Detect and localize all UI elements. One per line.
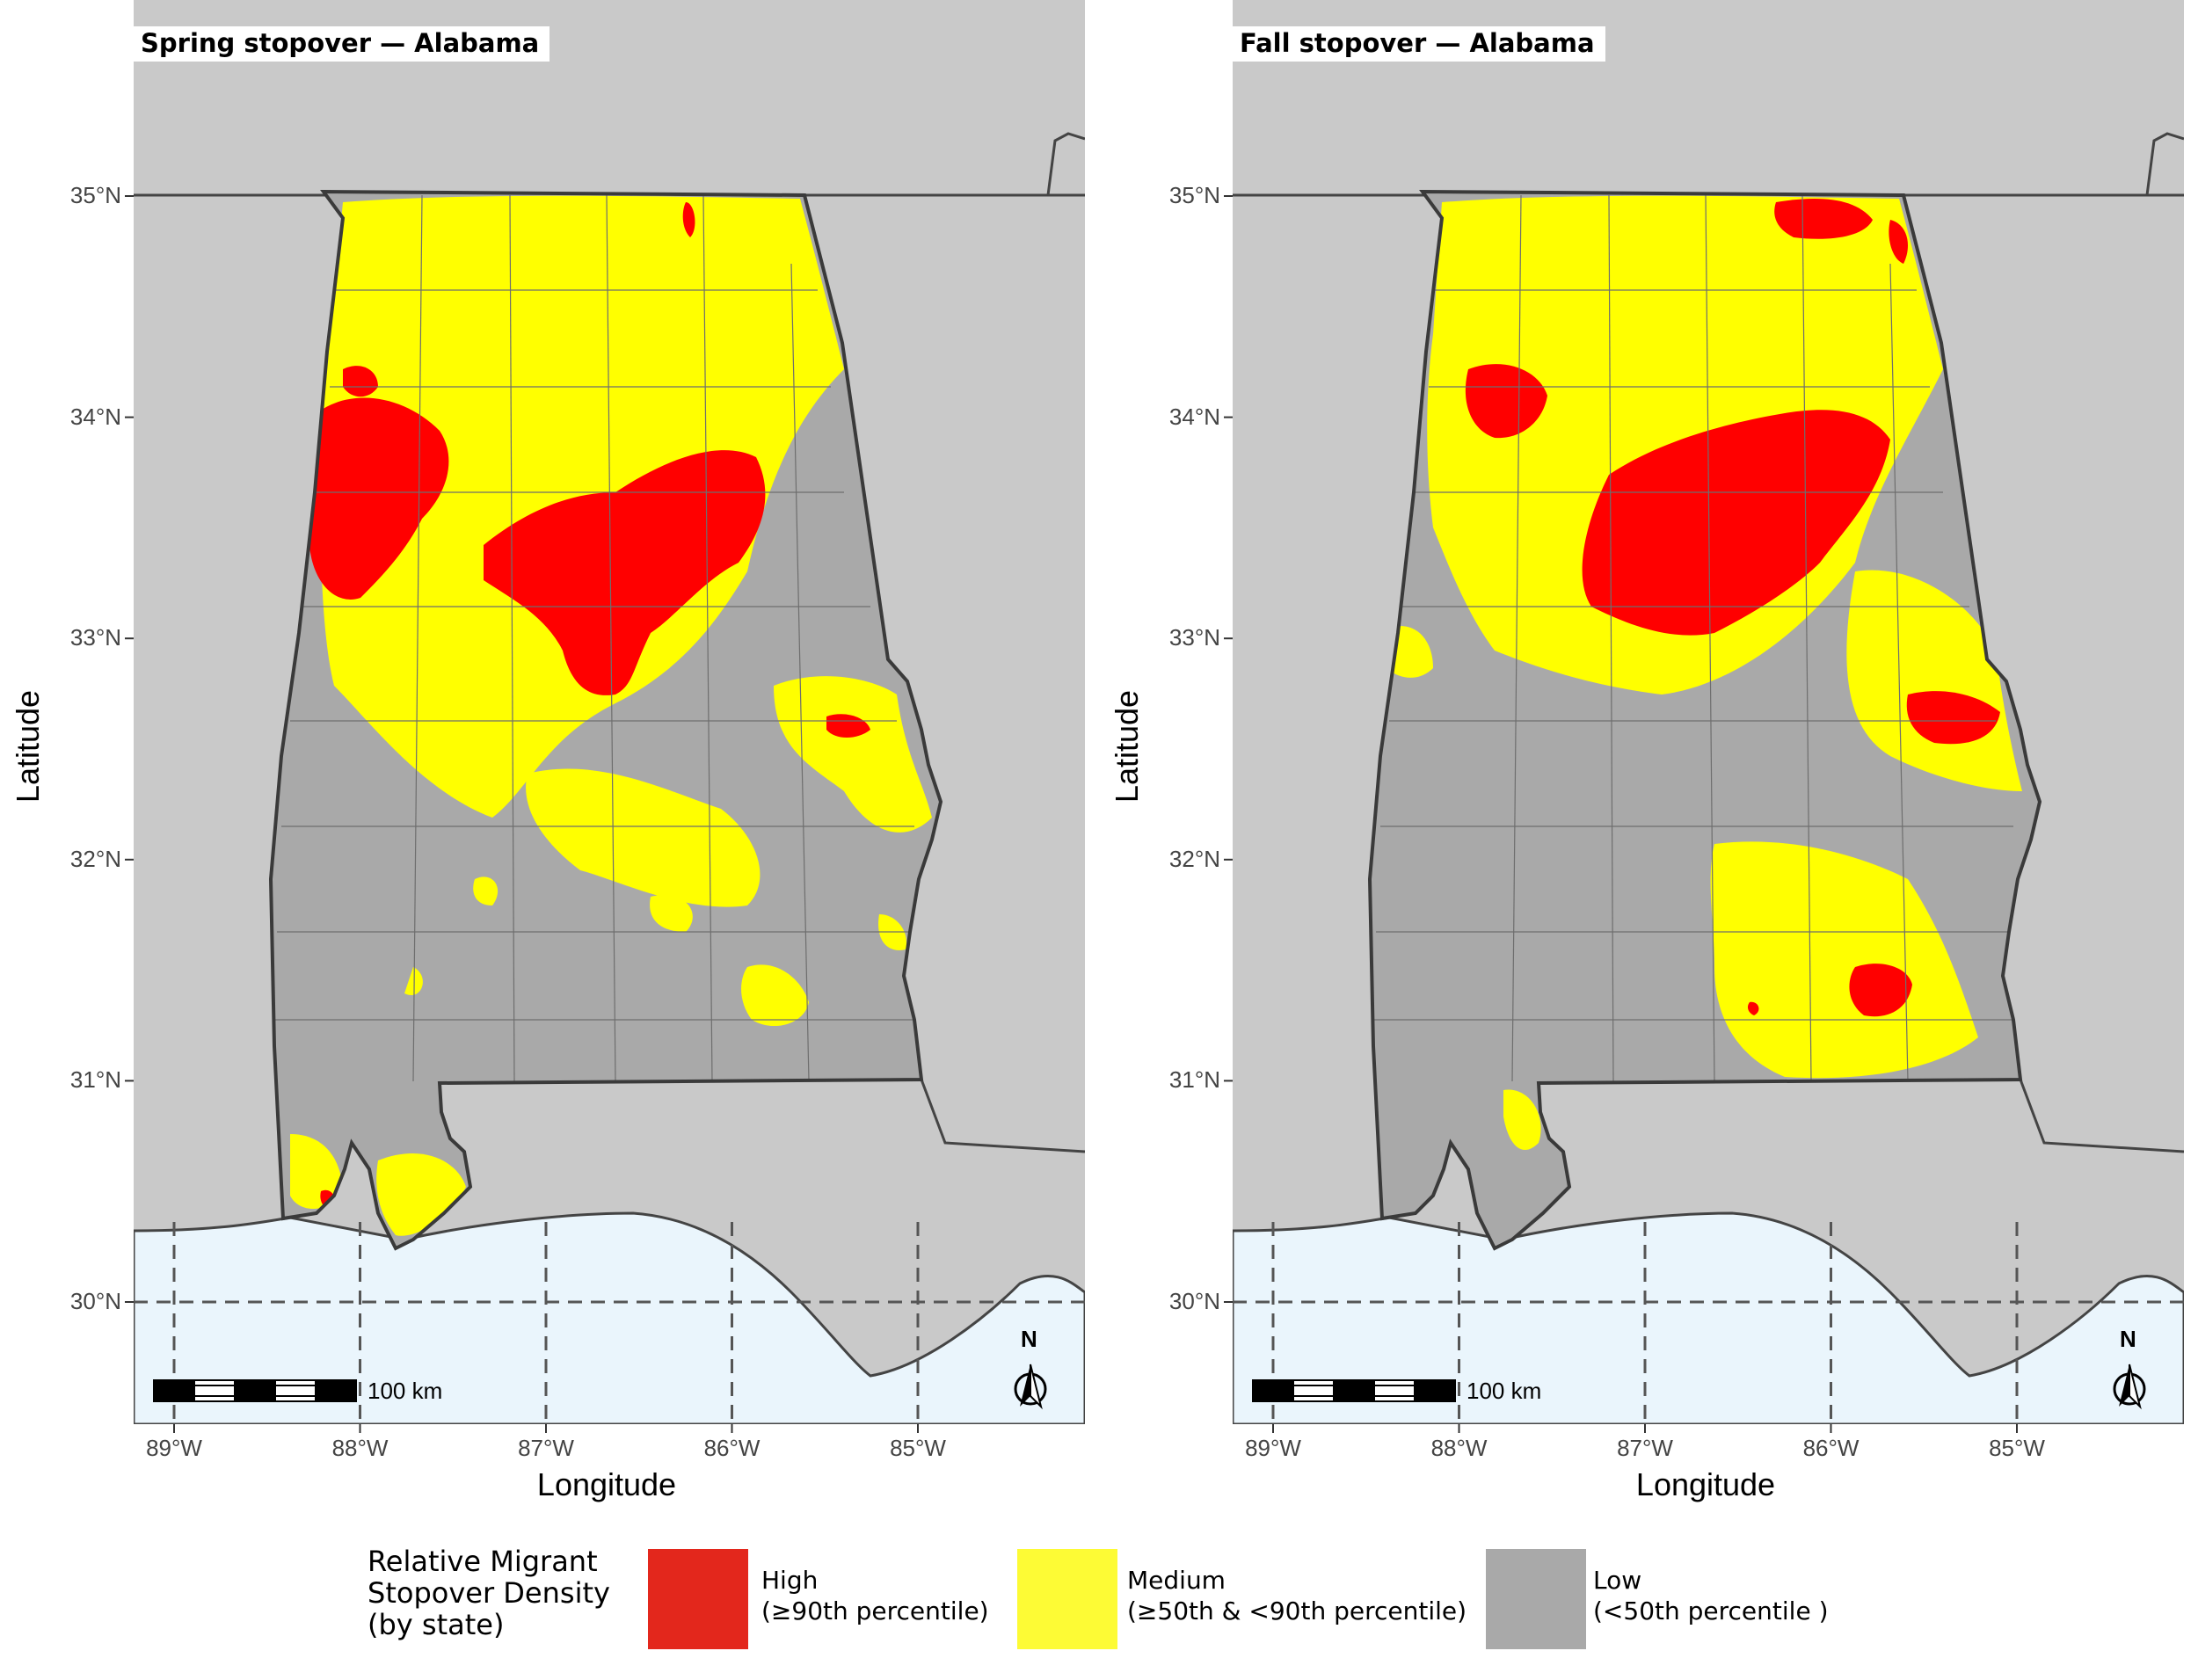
high-density-area (1582, 410, 1890, 636)
high-density-area (1906, 691, 2000, 745)
high-density-area (1849, 964, 1912, 1017)
y-tick-label: 35°N (1168, 182, 1220, 208)
legend-label-high: High (≥90th percentile) (761, 1565, 989, 1626)
x-tick-label: 88°W (1430, 1435, 1488, 1461)
scale-bar (1252, 1379, 1456, 1402)
medium-density-area (1503, 1089, 1541, 1151)
y-tick-label: 30°N (1168, 1288, 1220, 1314)
legend-swatch-low (1486, 1549, 1586, 1649)
high-density-area (343, 366, 378, 397)
high-density-area (484, 450, 766, 695)
north-arrow-icon (2113, 1364, 2146, 1410)
county-line (1608, 194, 1614, 1082)
y-tick-label: 34°N (69, 403, 121, 430)
legend-high-detail: (≥90th percentile) (761, 1596, 989, 1625)
y-tick-label: 31°N (69, 1066, 121, 1094)
y-tick-label: 32°N (1168, 845, 1220, 872)
axis-ticks (1224, 195, 2018, 1433)
panel-title: Spring stopover — Alabama (134, 26, 550, 62)
legend-swatch-medium (1017, 1549, 1117, 1649)
medium-density-area (473, 876, 499, 905)
high-density-area (826, 714, 870, 738)
legend-title-line-2: Stopover Density (368, 1576, 610, 1610)
north-arrow-icon (1014, 1364, 1047, 1410)
high-density-area (682, 202, 695, 237)
legend-high-name: High (761, 1566, 819, 1595)
panel-title: Fall stopover — Alabama (1233, 26, 1605, 62)
y-tick-label: 31°N (1168, 1066, 1220, 1094)
florida-border (920, 1079, 1085, 1153)
scale-bar-label: 100 km (368, 1378, 443, 1404)
high-density-area (1774, 199, 1873, 239)
x-tick-label: 87°W (1617, 1435, 1673, 1461)
y-axis-title: Latitude (10, 689, 46, 804)
y-tick-label: 32°N (69, 845, 121, 872)
county-line (702, 194, 713, 1082)
medium-density-area (526, 768, 761, 907)
map-canvas (1224, 0, 2184, 1433)
y-axis-title: Latitude (1109, 689, 1145, 804)
high-density-area (1465, 364, 1547, 439)
medium-density-area (290, 1134, 343, 1209)
legend-medium-name: Medium (1127, 1566, 1226, 1595)
high-density-area (308, 397, 449, 600)
medium-density-area (1710, 841, 1978, 1079)
medium-density-area (774, 676, 932, 833)
county-line (412, 194, 423, 1082)
x-tick-label: 86°W (703, 1435, 761, 1461)
nc-border (1046, 132, 1085, 196)
high-density-area (1889, 220, 1908, 264)
alabama-outline (1367, 189, 2042, 1251)
x-axis-title: Longitude (536, 1466, 677, 1502)
county-line (1889, 263, 1909, 1082)
legend-medium-detail: (≥50th & <90th percentile) (1127, 1596, 1467, 1625)
legend-swatch-high (648, 1549, 748, 1649)
legend-low-name: Low (1593, 1566, 1642, 1595)
legend-title-line-3: (by state) (368, 1608, 505, 1641)
north-arrow-letter: N (2120, 1326, 2136, 1352)
fall-map-panel: Fall stopover — Alabama 35°N 34°N 33°N 32°N 3… (1099, 0, 2198, 1512)
county-line (606, 194, 616, 1082)
spring-map-panel: Spring stopover — Alabama 35°N 34°N 33°N 32°… (0, 0, 1099, 1512)
x-tick-label: 89°W (146, 1435, 202, 1461)
axis-ticks (125, 195, 919, 1433)
legend-title: Relative Migrant Stopover Density (by st… (368, 1545, 649, 1640)
florida-border (2019, 1079, 2184, 1153)
x-tick-label: 89°W (1245, 1435, 1301, 1461)
medium-density-area (404, 967, 423, 996)
x-tick-label: 88°W (331, 1435, 389, 1461)
x-tick-label: 86°W (1802, 1435, 1860, 1461)
legend-low-detail: (<50th percentile ) (1593, 1596, 1829, 1625)
medium-density-area (650, 895, 693, 932)
y-tick-label: 30°N (69, 1288, 121, 1314)
high-density-area (1747, 1001, 1759, 1015)
county-line (509, 194, 515, 1082)
nc-border (2145, 132, 2184, 196)
county-line (1511, 194, 1522, 1082)
scale-bar (153, 1379, 357, 1402)
x-tick-label: 87°W (518, 1435, 574, 1461)
legend-title-line-1: Relative Migrant (368, 1545, 598, 1578)
y-tick-label: 34°N (1168, 403, 1220, 430)
map-canvas (125, 0, 1085, 1433)
county-line (1801, 194, 1812, 1082)
y-tick-label: 35°N (69, 182, 121, 208)
alabama-outline (268, 189, 943, 1251)
x-axis-title: Longitude (1635, 1466, 1776, 1502)
medium-density-area (741, 964, 809, 1027)
legend-label-low: Low (<50th percentile ) (1593, 1565, 1829, 1626)
legend-label-medium: Medium (≥50th & <90th percentile) (1127, 1565, 1467, 1626)
gulf-water (134, 1211, 1085, 1424)
x-tick-label: 85°W (1989, 1435, 2045, 1461)
county-line (790, 263, 810, 1082)
north-arrow-letter: N (1021, 1326, 1037, 1352)
gulf-water (1233, 1211, 2184, 1424)
x-tick-label: 85°W (890, 1435, 946, 1461)
county-line (1705, 194, 1715, 1082)
scale-bar-label: 100 km (1467, 1378, 1542, 1404)
y-tick-label: 33°N (1168, 624, 1220, 651)
y-tick-label: 33°N (69, 624, 121, 651)
